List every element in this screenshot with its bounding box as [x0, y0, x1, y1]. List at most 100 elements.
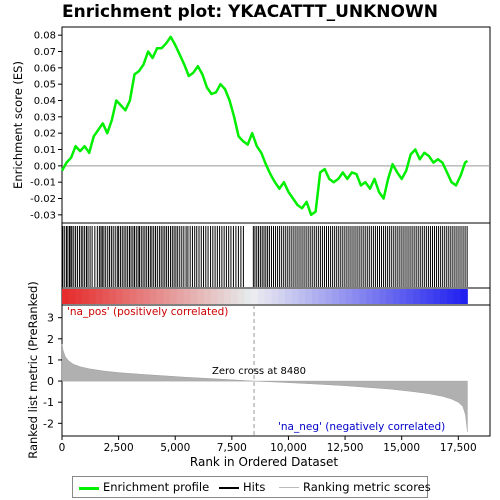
colorbar-segment: [82, 289, 90, 304]
xtick-label: 0: [59, 442, 66, 454]
colorbar-layer: [62, 289, 468, 304]
colorbar-segment: [352, 289, 360, 304]
colorbar-segment: [345, 289, 354, 304]
es-ytick-label: 0.03: [34, 112, 56, 123]
legend-hits-swatch: [219, 487, 239, 489]
es-panel-frame: [61, 26, 491, 224]
legend-metric-swatch: [279, 487, 299, 488]
colorbar-segment: [386, 289, 394, 304]
colorbar-segment: [325, 289, 333, 304]
colorbar-segment: [338, 289, 347, 304]
colorbar-segment: [102, 289, 110, 304]
xtick-label: 7,500: [217, 442, 247, 454]
colorbar-segment: [68, 289, 77, 304]
colorbar-segment: [420, 289, 428, 304]
es-ytick-label: -0.03: [30, 210, 56, 221]
colorbar-segment: [190, 289, 198, 304]
colorbar-segment: [291, 289, 299, 304]
colorbar-segment: [251, 289, 259, 304]
legend: Enrichment profile Hits Ranking metric s…: [72, 476, 431, 498]
colorbar-segment: [95, 289, 104, 304]
colorbar-segment: [399, 289, 408, 304]
es-ytick-label: -0.01: [30, 178, 56, 189]
colorbar-segment: [129, 289, 137, 304]
colorbar-segment: [116, 289, 124, 304]
metric-ytick-label: 1: [47, 354, 54, 367]
ranking-metric-area: [61, 344, 468, 432]
legend-profile-swatch: [79, 487, 99, 490]
xtick-label: 10,000: [270, 442, 307, 454]
colorbar-segment: [143, 289, 151, 304]
es-ytick-label: 0.07: [34, 47, 56, 58]
colorbar-segment: [433, 289, 441, 304]
colorbar-segment: [149, 289, 158, 304]
colorbar-segment: [332, 289, 340, 304]
colorbar-segment: [210, 289, 218, 304]
es-ytick-label: -0.02: [30, 194, 56, 205]
xtick-label: 5,000: [160, 442, 190, 454]
es-ytick-label: 0.06: [34, 63, 56, 74]
colorbar-segment: [379, 289, 387, 304]
colorbar-segment: [372, 289, 381, 304]
zero-cross-annotation: Zero cross at 8480: [212, 366, 306, 377]
colorbar-segment: [183, 289, 191, 304]
colorbar-segment: [89, 289, 97, 304]
colorbar-segment: [257, 289, 266, 304]
xtick-label: 17,500: [440, 442, 477, 454]
metric-ylabel: Ranked list metric (PreRanked): [26, 281, 40, 459]
colorbar-segment: [176, 289, 185, 304]
legend-profile-label: Enrichment profile: [103, 480, 210, 494]
es-ytick-label: 0.01: [34, 145, 56, 156]
metric-ytick-label: -2: [43, 417, 54, 430]
colorbar-segment: [224, 289, 232, 304]
colorbar-segment: [271, 289, 279, 304]
colorbar-segment: [237, 289, 245, 304]
colorbar-segment: [136, 289, 144, 304]
es-ytick-label: 0.05: [34, 80, 56, 91]
es-ytick-label: 0.08: [34, 31, 56, 42]
metric-ytick-label: -1: [43, 396, 54, 409]
colorbar-segment: [203, 289, 212, 304]
colorbar-segment: [75, 289, 83, 304]
metric-ytick-label: 3: [47, 312, 54, 325]
pos-label: 'na_pos' (positively correlated): [67, 306, 228, 318]
neg-label: 'na_neg' (negatively correlated): [278, 421, 445, 433]
colorbar-segment: [447, 289, 455, 304]
colorbar-segment: [264, 289, 272, 304]
metric-ytick-label: 2: [47, 333, 54, 346]
colorbar-segment: [426, 289, 435, 304]
colorbar-segment: [305, 289, 313, 304]
colorbar-segment: [298, 289, 306, 304]
colorbar-segment: [413, 289, 421, 304]
colorbar-segment: [460, 289, 468, 304]
legend-metric-label: Ranking metric scores: [303, 480, 431, 494]
xtick-label: 2,500: [104, 442, 134, 454]
colorbar-segment: [217, 289, 225, 304]
colorbar-segment: [311, 289, 320, 304]
xlabel: Rank in Ordered Dataset: [190, 455, 338, 469]
es-ytick-label: 0.00: [34, 161, 56, 172]
colorbar-segment: [318, 289, 326, 304]
colorbar-segment: [109, 289, 117, 304]
xtick-label: 15,000: [383, 442, 420, 454]
colorbar-segment: [278, 289, 286, 304]
colorbar-segment: [440, 289, 448, 304]
colorbar-segment: [122, 289, 131, 304]
colorbar-segment: [62, 289, 70, 304]
colorbar-segment: [244, 289, 252, 304]
es-ytick-label: 0.02: [34, 129, 56, 140]
metric-ytick-label: 0: [47, 375, 54, 388]
colorbar-segment: [230, 289, 239, 304]
colorbar-segment: [406, 289, 414, 304]
colorbar-segment: [284, 289, 293, 304]
enrichment-profile-line: [60, 35, 469, 217]
es-layer: -0.03 -0.02 -0.01 0.00 0.01 0.02 0.03 0.04 0.05 0…: [30, 31, 490, 221]
colorbar-segment: [197, 289, 205, 304]
colorbar-segment: [170, 289, 178, 304]
hits-layer: [62, 226, 468, 287]
colorbar-segment: [366, 289, 374, 304]
colorbar-segment: [359, 289, 367, 304]
es-ytick-label: 0.04: [34, 96, 56, 107]
xtick-label: 12,500: [327, 442, 364, 454]
